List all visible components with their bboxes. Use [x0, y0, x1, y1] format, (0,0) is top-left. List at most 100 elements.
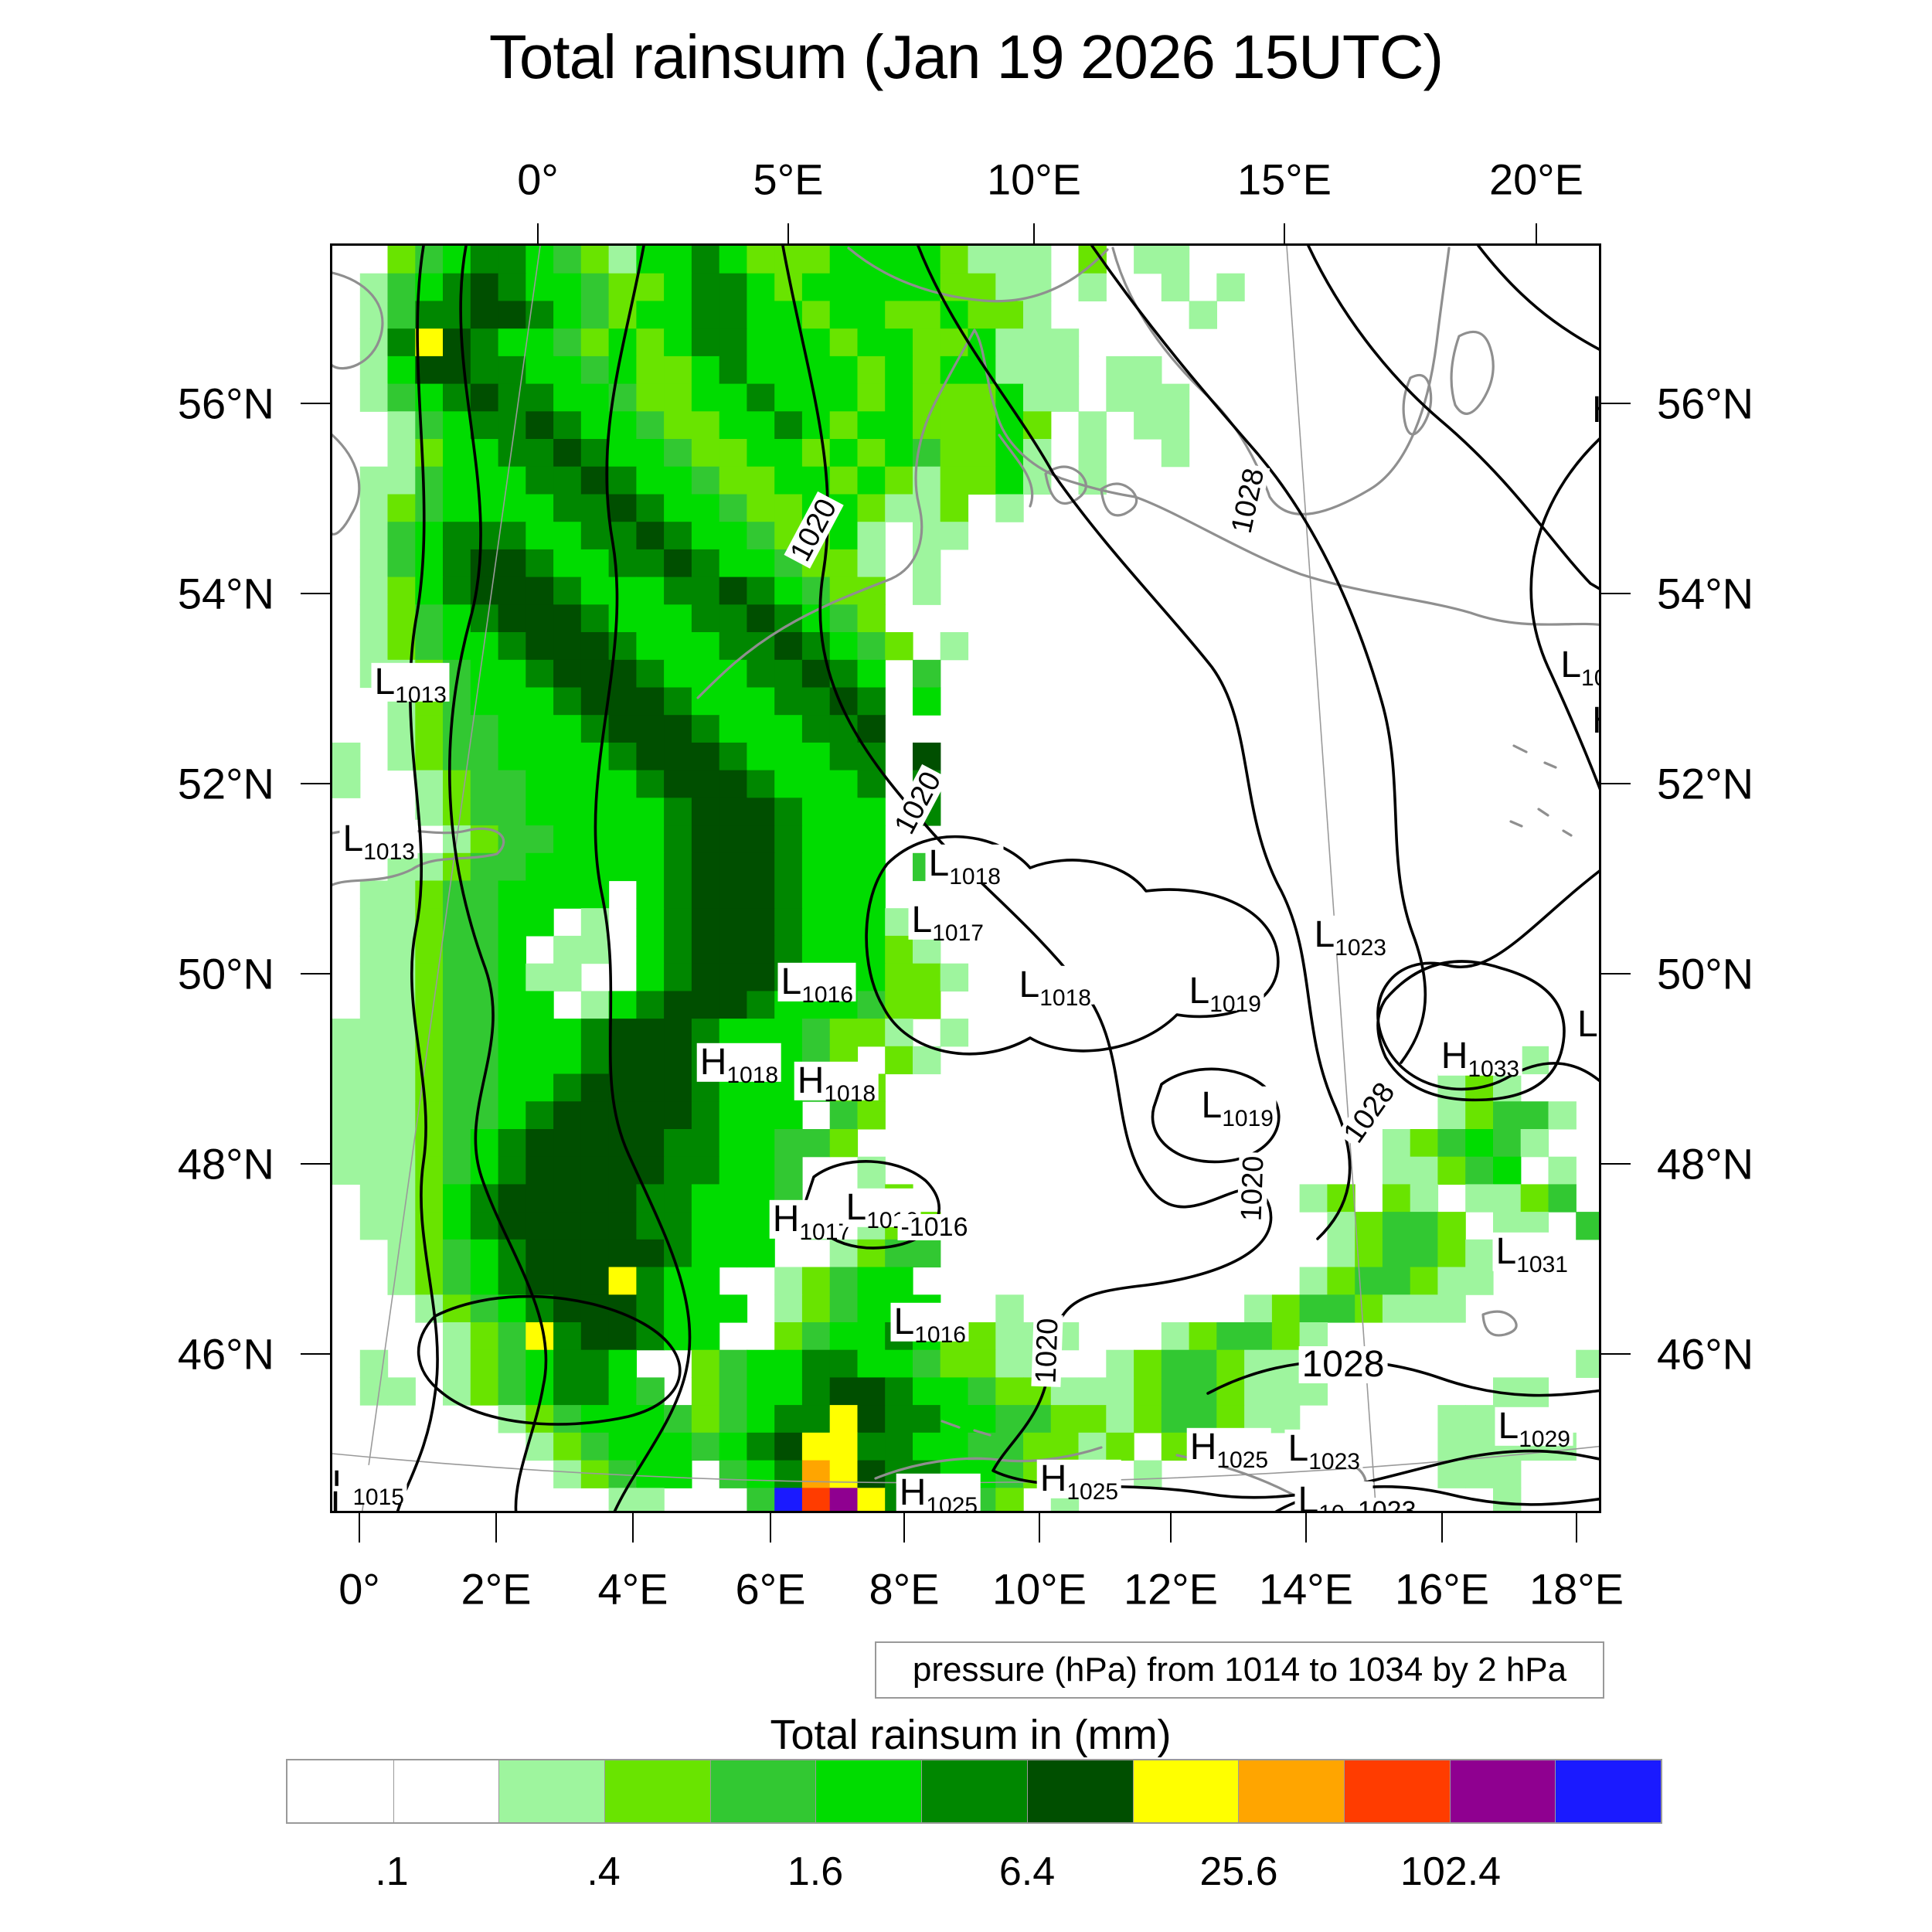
pressure-letter: L — [1495, 1230, 1517, 1272]
pressure-center-l-1013-0: L1013 — [371, 661, 450, 707]
meridian-15deg-e — [1286, 246, 1377, 1511]
contour-label-1028-6: 1028 — [1298, 1346, 1388, 1383]
pressure-center-l-1017-3: L1017 — [908, 900, 987, 945]
bottom-axis-label-5: 10°E — [992, 1564, 1087, 1614]
pressure-center-h-edge-28: H — [1589, 700, 1599, 741]
right-axis-label-3: 50°N — [1657, 949, 1754, 998]
colorbar-label-102.4: 102.4 — [1400, 1849, 1502, 1894]
contour-label-1020-5: 1020 — [1030, 1315, 1064, 1387]
pressure-letter: L — [845, 1186, 867, 1228]
bottom-axis-label-6: 12°E — [1123, 1564, 1219, 1614]
pressure-letter: L — [374, 661, 396, 702]
pressure-value: 1017 — [799, 1219, 852, 1245]
colorbar-label-6.4: 6.4 — [998, 1849, 1056, 1894]
pressure-note-box: pressure (hPa) from 1014 to 1034 by 2 hP… — [875, 1641, 1604, 1699]
isobar-1028-upper — [1529, 437, 1599, 791]
right-axis-label-0: 56°N — [1657, 379, 1754, 428]
bottom-axis-label-2: 4°E — [597, 1564, 668, 1614]
colorbar-cell-7 — [1026, 1760, 1133, 1822]
pressure-letter: H — [1189, 1426, 1217, 1468]
top-axis-label-4: 20°E — [1488, 155, 1584, 204]
pressure-center-l-1023-20: L1023 — [1284, 1429, 1363, 1474]
colorbar-cell-10 — [1343, 1760, 1450, 1822]
bottom-axis-label-0: 0° — [338, 1564, 380, 1614]
top-axis-label-2: 10°E — [986, 155, 1082, 204]
pressure-center-l-1031-14: L1031 — [1492, 1230, 1571, 1277]
right-tick-4 — [1601, 1163, 1631, 1165]
bottom-tick-4 — [903, 1513, 905, 1543]
top-tick-3 — [1284, 223, 1285, 243]
bottom-tick-2 — [632, 1513, 634, 1543]
legend-title: Total rainsum in (mm) — [770, 1712, 1172, 1758]
colorbar-cell-2 — [498, 1760, 605, 1822]
pressure-letter: H — [899, 1471, 927, 1513]
bottom-axis-label-1: 2°E — [461, 1564, 532, 1614]
colorbar-cell-4 — [709, 1760, 816, 1822]
right-tick-0 — [1601, 403, 1631, 404]
colorbar-cell-11 — [1449, 1760, 1556, 1822]
contour-label-1023-8: -1023 — [1345, 1498, 1420, 1511]
meridian-0deg — [362, 246, 541, 1511]
bottom-tick-6 — [1170, 1513, 1172, 1543]
right-tick-1 — [1601, 593, 1631, 594]
bottom-tick-0 — [359, 1513, 360, 1543]
pressure-letter: H — [1592, 700, 1599, 741]
top-axis-label-3: 15°E — [1236, 155, 1332, 204]
colorbar-cell-6 — [921, 1760, 1027, 1822]
isobar-1016-alps — [417, 1294, 682, 1426]
pressure-value: 1031 — [1516, 1251, 1568, 1277]
bottom-axis-label-9: 18°E — [1529, 1564, 1624, 1614]
contour-label-1020-4: 1020 — [1236, 1152, 1270, 1225]
left-tick-1 — [301, 593, 330, 594]
colorbar-cell-0 — [287, 1760, 393, 1822]
pressure-letter: L — [781, 961, 802, 1002]
bottom-axis-label-8: 16°E — [1394, 1564, 1490, 1614]
isobar-1020 — [781, 246, 1599, 1499]
pressure-letter: L — [1298, 1479, 1319, 1513]
right-axis-label-4: 48°N — [1657, 1139, 1754, 1189]
isobar-1018 — [594, 246, 692, 1511]
bottom-tick-5 — [1039, 1513, 1040, 1543]
pressure-letter: L — [1189, 970, 1210, 1012]
right-tick-5 — [1601, 1353, 1631, 1355]
colorbar-cell-5 — [815, 1760, 922, 1822]
pressure-center-h-1025-16: H1025 — [896, 1471, 981, 1513]
pressure-center-l-1013-1: L1013 — [339, 818, 418, 864]
right-tick-3 — [1601, 973, 1631, 975]
pressure-value: 1017 — [932, 920, 984, 946]
pressure-center-l-1016-15: L1016 — [890, 1301, 969, 1347]
left-axis-label-0: 56°N — [177, 379, 274, 428]
pressure-center-l-1016-4: L1016 — [777, 961, 856, 1007]
isobar-1019-loop — [1151, 1067, 1281, 1164]
pressure-value: 1019 — [1222, 1105, 1274, 1131]
pressure-center-h-1025-17: H1025 — [1036, 1459, 1122, 1504]
colorbar-cell-8 — [1132, 1760, 1239, 1822]
colorbar-label-.1: .1 — [375, 1849, 409, 1894]
pressure-letter: H — [1592, 389, 1599, 430]
pressure-letter: L — [1560, 644, 1582, 685]
pressure-letter: L — [342, 818, 364, 859]
top-tick-4 — [1536, 223, 1537, 243]
colorbar-label-25.6: 25.6 — [1199, 1849, 1278, 1894]
pressure-center-h-1018-8: H1018 — [696, 1043, 782, 1087]
left-tick-3 — [301, 973, 330, 975]
pressure-value: 1013 — [395, 682, 447, 708]
pressure-value: 1033 — [1468, 1056, 1520, 1082]
pressure-center-l-1018-5: L1018 — [1015, 965, 1094, 1010]
pressure-center-h-1018-9: H1018 — [794, 1061, 879, 1106]
left-tick-4 — [301, 1163, 330, 1165]
pressure-letter: L — [893, 1301, 915, 1342]
pressure-value: 1013 — [363, 838, 415, 865]
pressure-value: 1023 — [1308, 1448, 1360, 1475]
left-tick-0 — [301, 403, 330, 404]
pressure-center-l-1019-10: L1019 — [1198, 1086, 1277, 1131]
pressure-letter: L — [928, 842, 950, 884]
pressure-value: 1025 — [1216, 1447, 1269, 1473]
top-tick-0 — [537, 223, 539, 243]
top-tick-1 — [787, 223, 789, 243]
pressure-center-h-1025-18: H1025 — [1186, 1426, 1272, 1472]
isobar-1016 — [448, 246, 548, 1511]
pressure-letter: H — [772, 1198, 800, 1240]
pressure-value: 1025 — [1066, 1478, 1119, 1505]
pressure-value: 103 — [1581, 665, 1599, 691]
